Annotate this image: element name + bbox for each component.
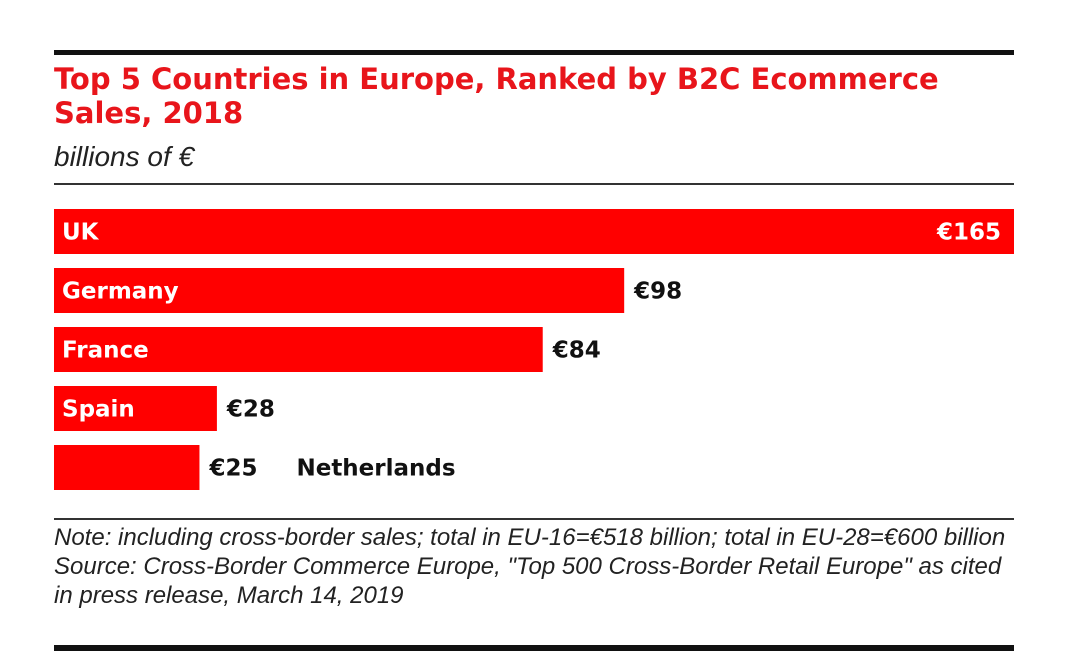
bar-group-netherlands: €25 Netherlands (54, 445, 456, 490)
value-label-netherlands: €25 (208, 456, 257, 482)
value-label-france: €84 (552, 338, 601, 364)
bar-uk (54, 209, 1014, 254)
notes-divider (54, 518, 1014, 520)
header-divider (54, 183, 1014, 185)
category-label-spain: Spain (62, 397, 135, 423)
bar-group-france: €84 France (54, 327, 601, 372)
value-label-uk: €165 (936, 220, 1001, 246)
value-label-germany: €98 (633, 279, 682, 305)
category-label-netherlands: Netherlands (296, 456, 455, 482)
bar-group-uk: €165 UK (54, 209, 1014, 254)
value-label-spain: €28 (226, 397, 275, 423)
bar-spain (54, 386, 217, 431)
bar-netherlands (54, 445, 200, 490)
note-text: Note: including cross-border sales; tota… (54, 524, 1006, 551)
chart-subtitle: billions of € (54, 141, 195, 172)
bottom-rule (54, 645, 1014, 651)
top-rule (54, 50, 1014, 55)
bar-germany (54, 268, 625, 313)
bar-group-spain: €28 Spain (54, 386, 275, 431)
category-label-uk: UK (62, 220, 100, 246)
category-label-france: France (62, 338, 149, 364)
bar-france (54, 327, 543, 372)
source-text: Source: Cross-Border Commerce Europe, "T… (54, 553, 1002, 609)
category-label-germany: Germany (62, 279, 179, 305)
chart-notes: Note: including cross-border sales; tota… (54, 523, 1014, 610)
bar-group-germany: €98 Germany (54, 268, 682, 313)
chart-title: Top 5 Countries in Europe, Ranked by B2C… (54, 62, 939, 130)
